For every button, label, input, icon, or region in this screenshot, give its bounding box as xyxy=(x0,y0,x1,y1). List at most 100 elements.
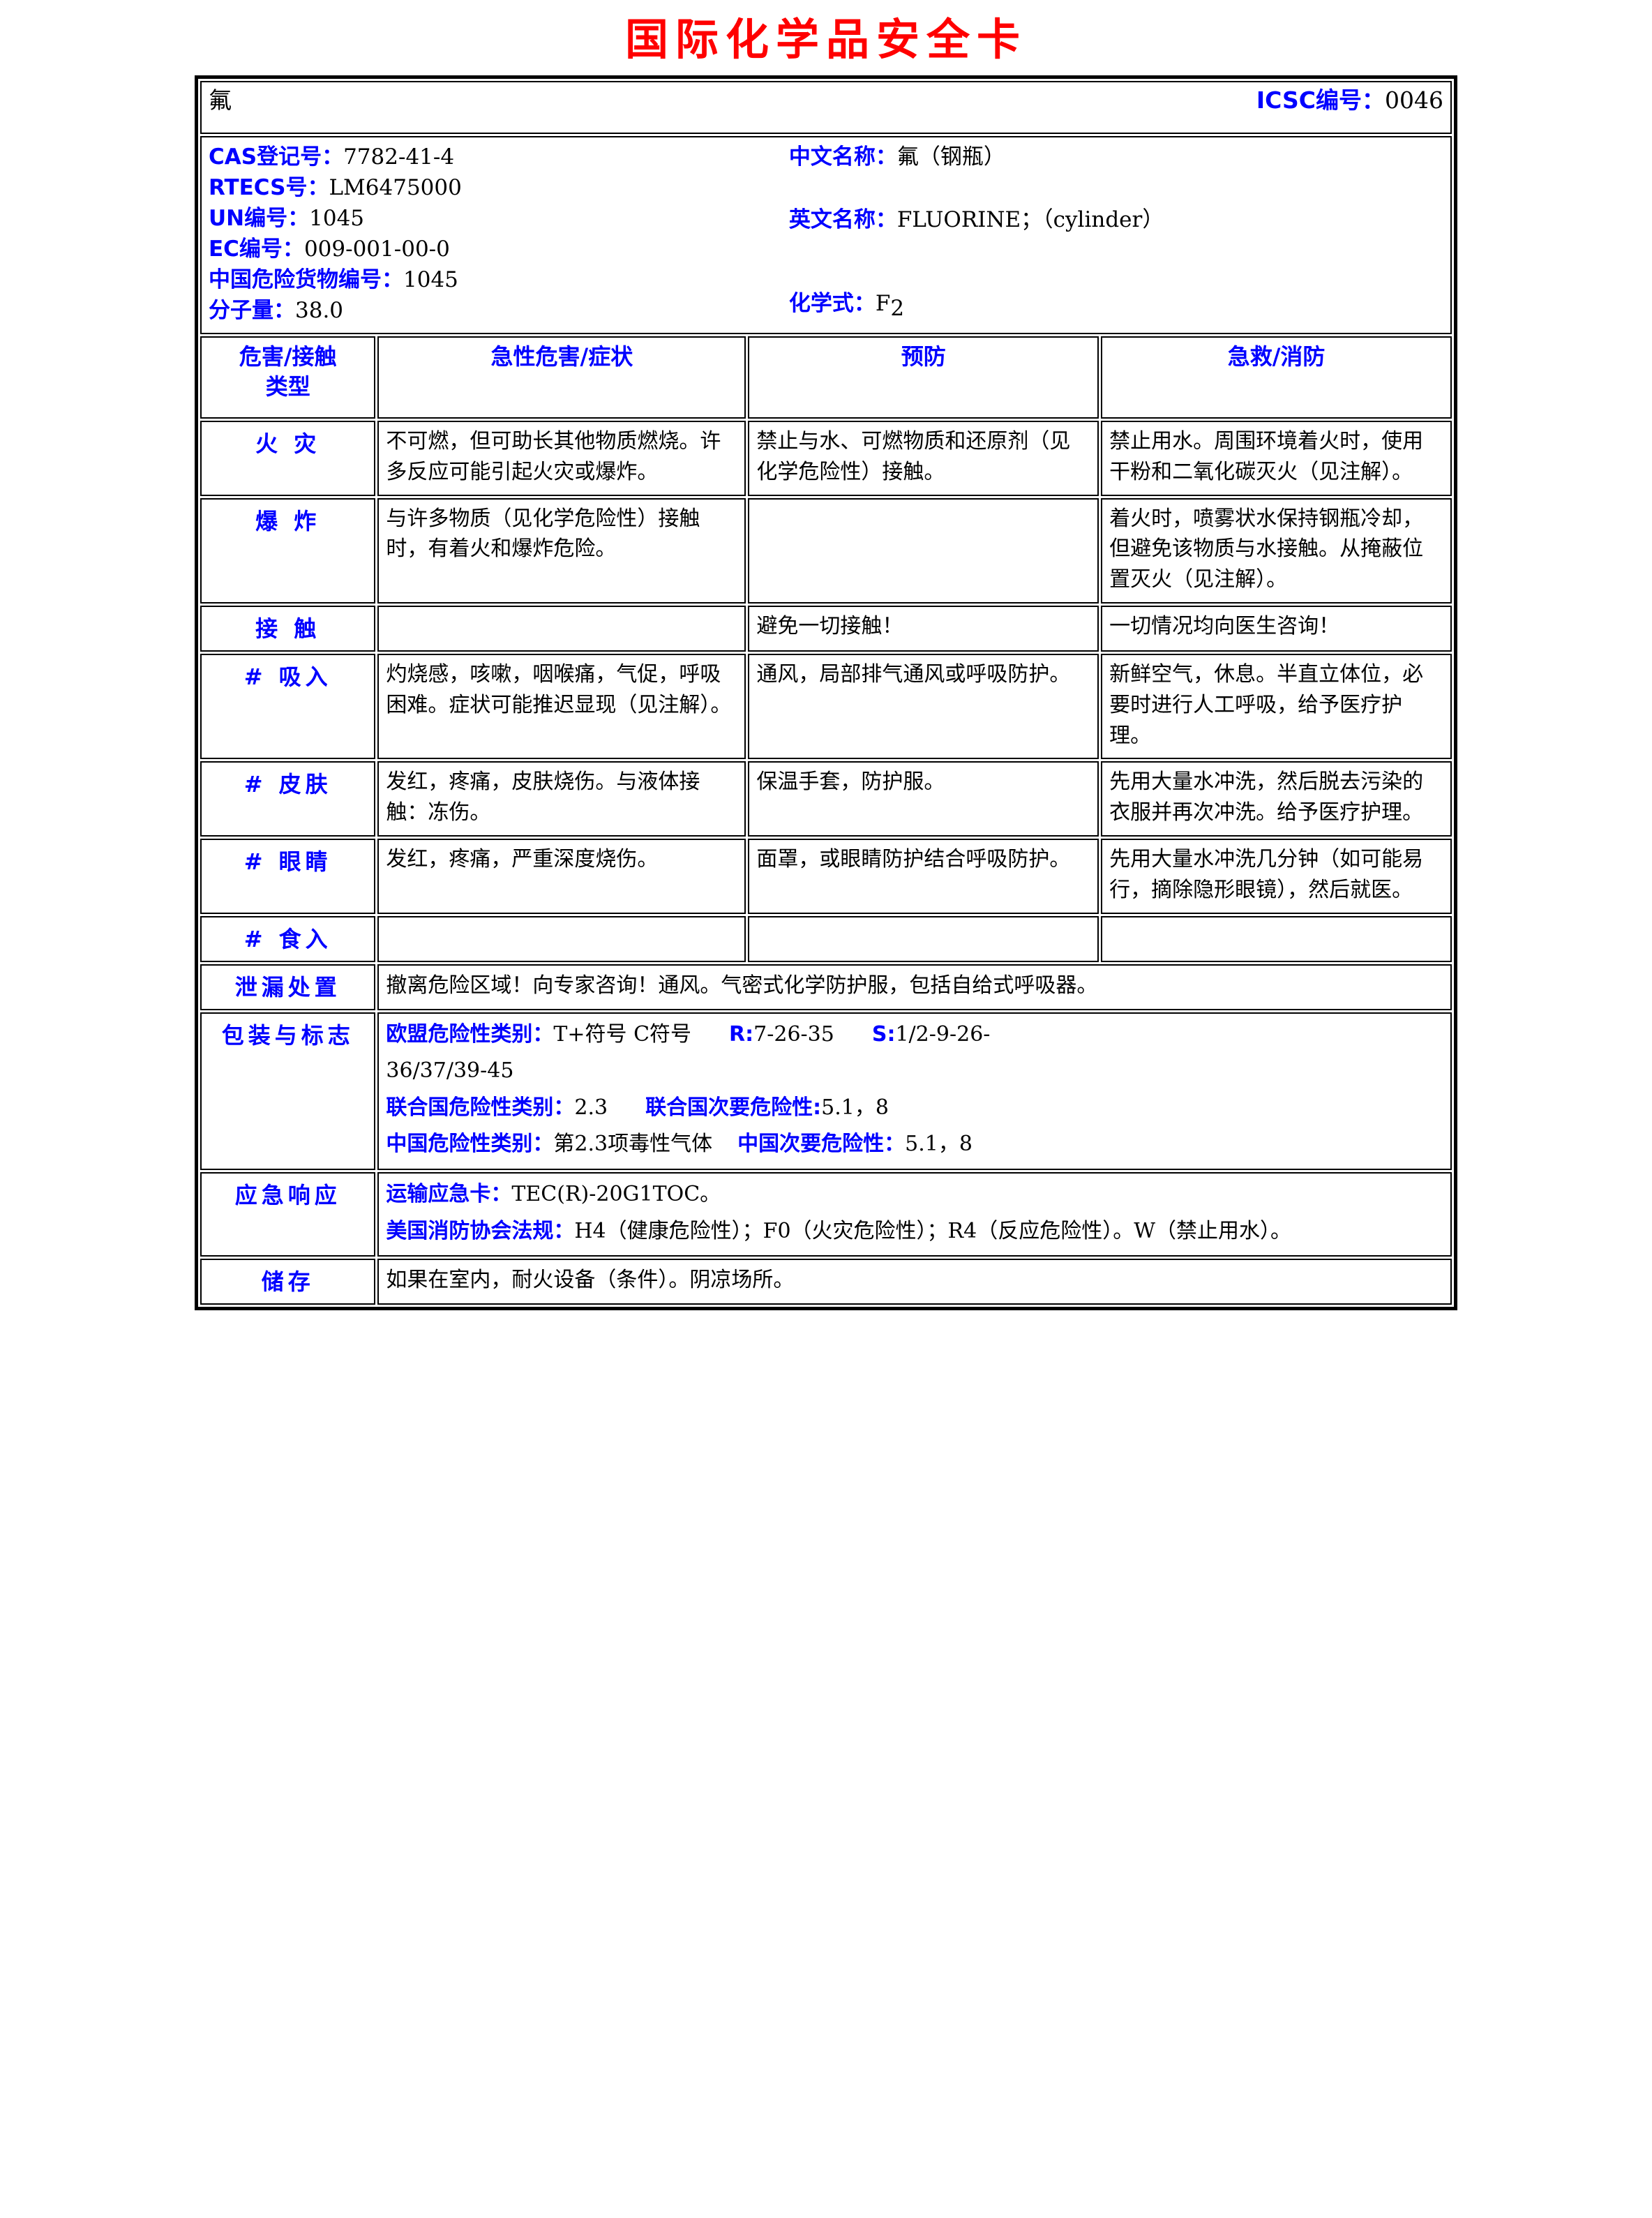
transport-emergency-card-line: 运输应急卡：TEC(R)-20G1TOC。 xyxy=(386,1178,1443,1212)
cell-contact-prevention: 避免一切接触！ xyxy=(748,606,1099,652)
chinese-name-value: 氟（钢瓶） xyxy=(896,144,1005,170)
row-label-spill: 泄漏处置 xyxy=(200,964,376,1010)
column-header-type: 危害/接触 类型 xyxy=(200,336,376,419)
cell-skin-prevention: 保温手套，防护服。 xyxy=(748,761,1099,837)
column-header-type-line1: 危害/接触 xyxy=(239,343,337,370)
table-row: 接 触 避免一切接触！ 一切情况均向医生咨询！ xyxy=(200,606,1452,652)
icsc-number-value: 0046 xyxy=(1385,87,1443,114)
identification-row: CAS登记号：7782-41-4 RTECS号：LM6475000 UN编号：1… xyxy=(200,136,1452,335)
cell-storage-text: 如果在室内，耐火设备（条件）。阴凉场所。 xyxy=(377,1259,1452,1305)
r-phrases-label: R: xyxy=(729,1021,754,1047)
cell-explosion-acute: 与许多物质（见化学危险性）接触时，有着火和爆炸危险。 xyxy=(377,497,746,604)
china-dangerous-goods-number-label: 中国危险货物编号： xyxy=(209,267,403,293)
chemical-formula-label: 化学式： xyxy=(788,291,876,317)
china-dangerous-goods-number-value: 1045 xyxy=(403,267,458,293)
table-row: 爆 炸 与许多物质（见化学危险性）接触时，有着火和爆炸危险。 着火时，喷雾状水保… xyxy=(200,497,1452,604)
ec-number-line: EC编号：009-001-00-0 xyxy=(209,234,789,264)
s-phrases-label: S: xyxy=(871,1021,896,1047)
eu-hazard-class-line: 欧盟危险性类别：T+符号 C符号 R:7-26-35 S:1/2-9-26- xyxy=(386,1018,1443,1052)
r-phrases-value: 7-26-35 xyxy=(753,1021,834,1047)
chinese-name-line: 中文名称：氟（钢瓶） xyxy=(789,142,1443,172)
cell-emergency: 运输应急卡：TEC(R)-20G1TOC。 美国消防协会法规：H4（健康危险性）… xyxy=(377,1172,1452,1257)
cell-ingestion-acute xyxy=(377,915,746,962)
cell-eyes-acute: 发红，疼痛，严重深度烧伤。 xyxy=(377,839,746,914)
nfpa-line: 美国消防协会法规：H4（健康危险性）；F0（火灾危险性）；R4（反应危险性）。W… xyxy=(386,1215,1443,1249)
un-number-line: UN编号：1045 xyxy=(209,203,789,234)
english-name-label: 英文名称： xyxy=(788,207,897,233)
cell-spill-text: 撤离危险区域！向专家咨询！通风。气密式化学防护服，包括自给式呼吸器。 xyxy=(377,964,1452,1010)
column-header-row: 危害/接触 类型 急性危害/症状 预防 急救/消防 xyxy=(200,336,1452,419)
un-subsidiary-risk-value: 5.1，8 xyxy=(821,1095,889,1120)
cell-fire-firstaid: 禁止用水。周围环境着火时，使用干粉和二氧化碳灭火（见注解）。 xyxy=(1101,421,1452,496)
rtecs-number-label: RTECS号： xyxy=(209,175,329,201)
table-row: # 皮肤 发红，疼痛，皮肤烧伤。与液体接触：冻伤。 保温手套，防护服。 先用大量… xyxy=(200,761,1452,837)
row-label-ingestion: # 食入 xyxy=(200,915,376,962)
molecular-weight-line: 分子量：38.0 xyxy=(209,295,789,326)
un-number-value: 1045 xyxy=(309,206,365,232)
cell-eyes-firstaid: 先用大量水冲洗几分钟（如可能易行，摘除隐形眼镜），然后就医。 xyxy=(1101,839,1452,914)
column-header-type-line2: 类型 xyxy=(265,373,310,400)
spill-row: 泄漏处置 撤离危险区域！向专家咨询！通风。气密式化学防护服，包括自给式呼吸器。 xyxy=(200,964,1452,1010)
cell-fire-acute: 不可燃，但可助长其他物质燃烧。许多反应可能引起火灾或爆炸。 xyxy=(377,421,746,496)
china-subsidiary-risk-value: 5.1，8 xyxy=(905,1132,973,1157)
chemical-formula-subscript: 2 xyxy=(890,296,905,322)
identification-cell: CAS登记号：7782-41-4 RTECS号：LM6475000 UN编号：1… xyxy=(200,136,1452,335)
china-subsidiary-risk-label: 中国次要危险性： xyxy=(737,1132,906,1157)
table-row: # 眼睛 发红，疼痛，严重深度烧伤。 面罩，或眼睛防护结合呼吸防护。 先用大量水… xyxy=(200,839,1452,914)
row-label-contact: 接 触 xyxy=(200,606,376,652)
un-subsidiary-risk-label: 联合国次要危险性: xyxy=(645,1095,822,1120)
nfpa-label: 美国消防协会法规： xyxy=(386,1218,575,1243)
un-number-label: UN编号： xyxy=(209,206,310,232)
cell-contact-firstaid: 一切情况均向医生咨询！ xyxy=(1101,606,1452,652)
cell-inhalation-firstaid: 新鲜空气，休息。半直立体位，必要时进行人工呼吸，给予医疗护理。 xyxy=(1101,654,1452,760)
english-name-line: 英文名称：FLUORINE；（cylinder） xyxy=(789,204,1443,235)
chemical-formula-value: F xyxy=(875,291,891,317)
s-phrases-value-cont: 36/37/39-45 xyxy=(386,1058,514,1084)
column-header-firstaid: 急救/消防 xyxy=(1101,336,1452,419)
page-title: 国际化学品安全卡 xyxy=(624,14,1027,65)
spacer-2 xyxy=(789,235,1443,288)
un-hazard-class-value: 2.3 xyxy=(574,1095,608,1120)
safety-card: ICSC编号：0046 氟 CAS登记号：7782-41-4 RTECS号 xyxy=(195,75,1457,1311)
row-label-storage: 储存 xyxy=(200,1259,376,1305)
un-hazard-class-line: 联合国危险性类别：2.3 联合国次要危险性:5.1，8 xyxy=(386,1091,1443,1125)
column-header-acute: 急性危害/症状 xyxy=(377,336,746,419)
eu-hazard-class-label: 欧盟危险性类别： xyxy=(386,1021,554,1047)
card-header-row: ICSC编号：0046 氟 xyxy=(200,81,1452,134)
molecular-weight-label: 分子量： xyxy=(209,298,295,324)
china-hazard-class-line: 中国危险性类别：第2.3项毒性气体 中国次要危险性：5.1，8 xyxy=(386,1127,1443,1162)
row-label-eyes: # 眼睛 xyxy=(200,839,376,914)
transport-emergency-card-label: 运输应急卡： xyxy=(386,1182,512,1207)
transport-emergency-card-value: TEC(R)-20G1TOC。 xyxy=(511,1182,721,1207)
s-phrases-continuation: 36/37/39-45 xyxy=(386,1054,1443,1088)
table-row: 火 灾 不可燃，但可助长其他物质燃烧。许多反应可能引起火灾或爆炸。 禁止与水、可… xyxy=(200,421,1452,496)
identification-left-column: CAS登记号：7782-41-4 RTECS号：LM6475000 UN编号：1… xyxy=(209,142,789,326)
cell-skin-firstaid: 先用大量水冲洗，然后脱去污染的衣服并再次冲洗。给予医疗护理。 xyxy=(1101,761,1452,837)
ec-number-value: 009-001-00-0 xyxy=(303,237,450,262)
s-phrases-value: 1/2-9-26- xyxy=(895,1021,991,1047)
cell-inhalation-acute: 灼烧感，咳嗽，咽喉痛，气促，呼吸困难。症状可能推迟显现（见注解）。 xyxy=(377,654,746,760)
icsc-number-group: ICSC编号：0046 xyxy=(1256,87,1443,114)
ec-number-label: EC编号： xyxy=(209,237,304,262)
chinese-name-label: 中文名称： xyxy=(788,144,897,170)
cell-contact-acute xyxy=(377,606,746,652)
table-row: # 食入 xyxy=(200,915,1452,962)
spacer-1 xyxy=(789,172,1443,204)
row-label-packaging: 包装与标志 xyxy=(200,1012,376,1171)
emergency-response-row: 应急响应 运输应急卡：TEC(R)-20G1TOC。 美国消防协会法规：H4（健… xyxy=(200,1172,1452,1257)
china-hazard-class-label: 中国危险性类别： xyxy=(386,1132,554,1157)
cas-number-line: CAS登记号：7782-41-4 xyxy=(209,142,789,172)
card-header-cell: ICSC编号：0046 氟 xyxy=(200,81,1452,134)
cell-explosion-prevention xyxy=(748,497,1099,604)
cell-packaging: 欧盟危险性类别：T+符号 C符号 R:7-26-35 S:1/2-9-26- 36/… xyxy=(377,1012,1452,1171)
substance-name: 氟 xyxy=(209,87,232,114)
cas-number-label: CAS登记号： xyxy=(209,144,344,170)
cell-ingestion-firstaid xyxy=(1101,915,1452,962)
nfpa-value: H4（健康危险性）；F0（火灾危险性）；R4（反应危险性）。W（禁止用水）。 xyxy=(574,1218,1292,1243)
china-hazard-class-value: 第2.3项毒性气体 xyxy=(553,1132,713,1157)
cell-ingestion-prevention xyxy=(748,915,1099,962)
packaging-row: 包装与标志 欧盟危险性类别：T+符号 C符号 R:7-26-35 S:1/2-9-2… xyxy=(200,1012,1452,1171)
cell-skin-acute: 发红，疼痛，皮肤烧伤。与液体接触：冻伤。 xyxy=(377,761,746,837)
table-row: # 吸入 灼烧感，咳嗽，咽喉痛，气促，呼吸困难。症状可能推迟显现（见注解）。 通… xyxy=(200,654,1452,760)
safety-card-table: ICSC编号：0046 氟 CAS登记号：7782-41-4 RTECS号 xyxy=(198,79,1454,1307)
